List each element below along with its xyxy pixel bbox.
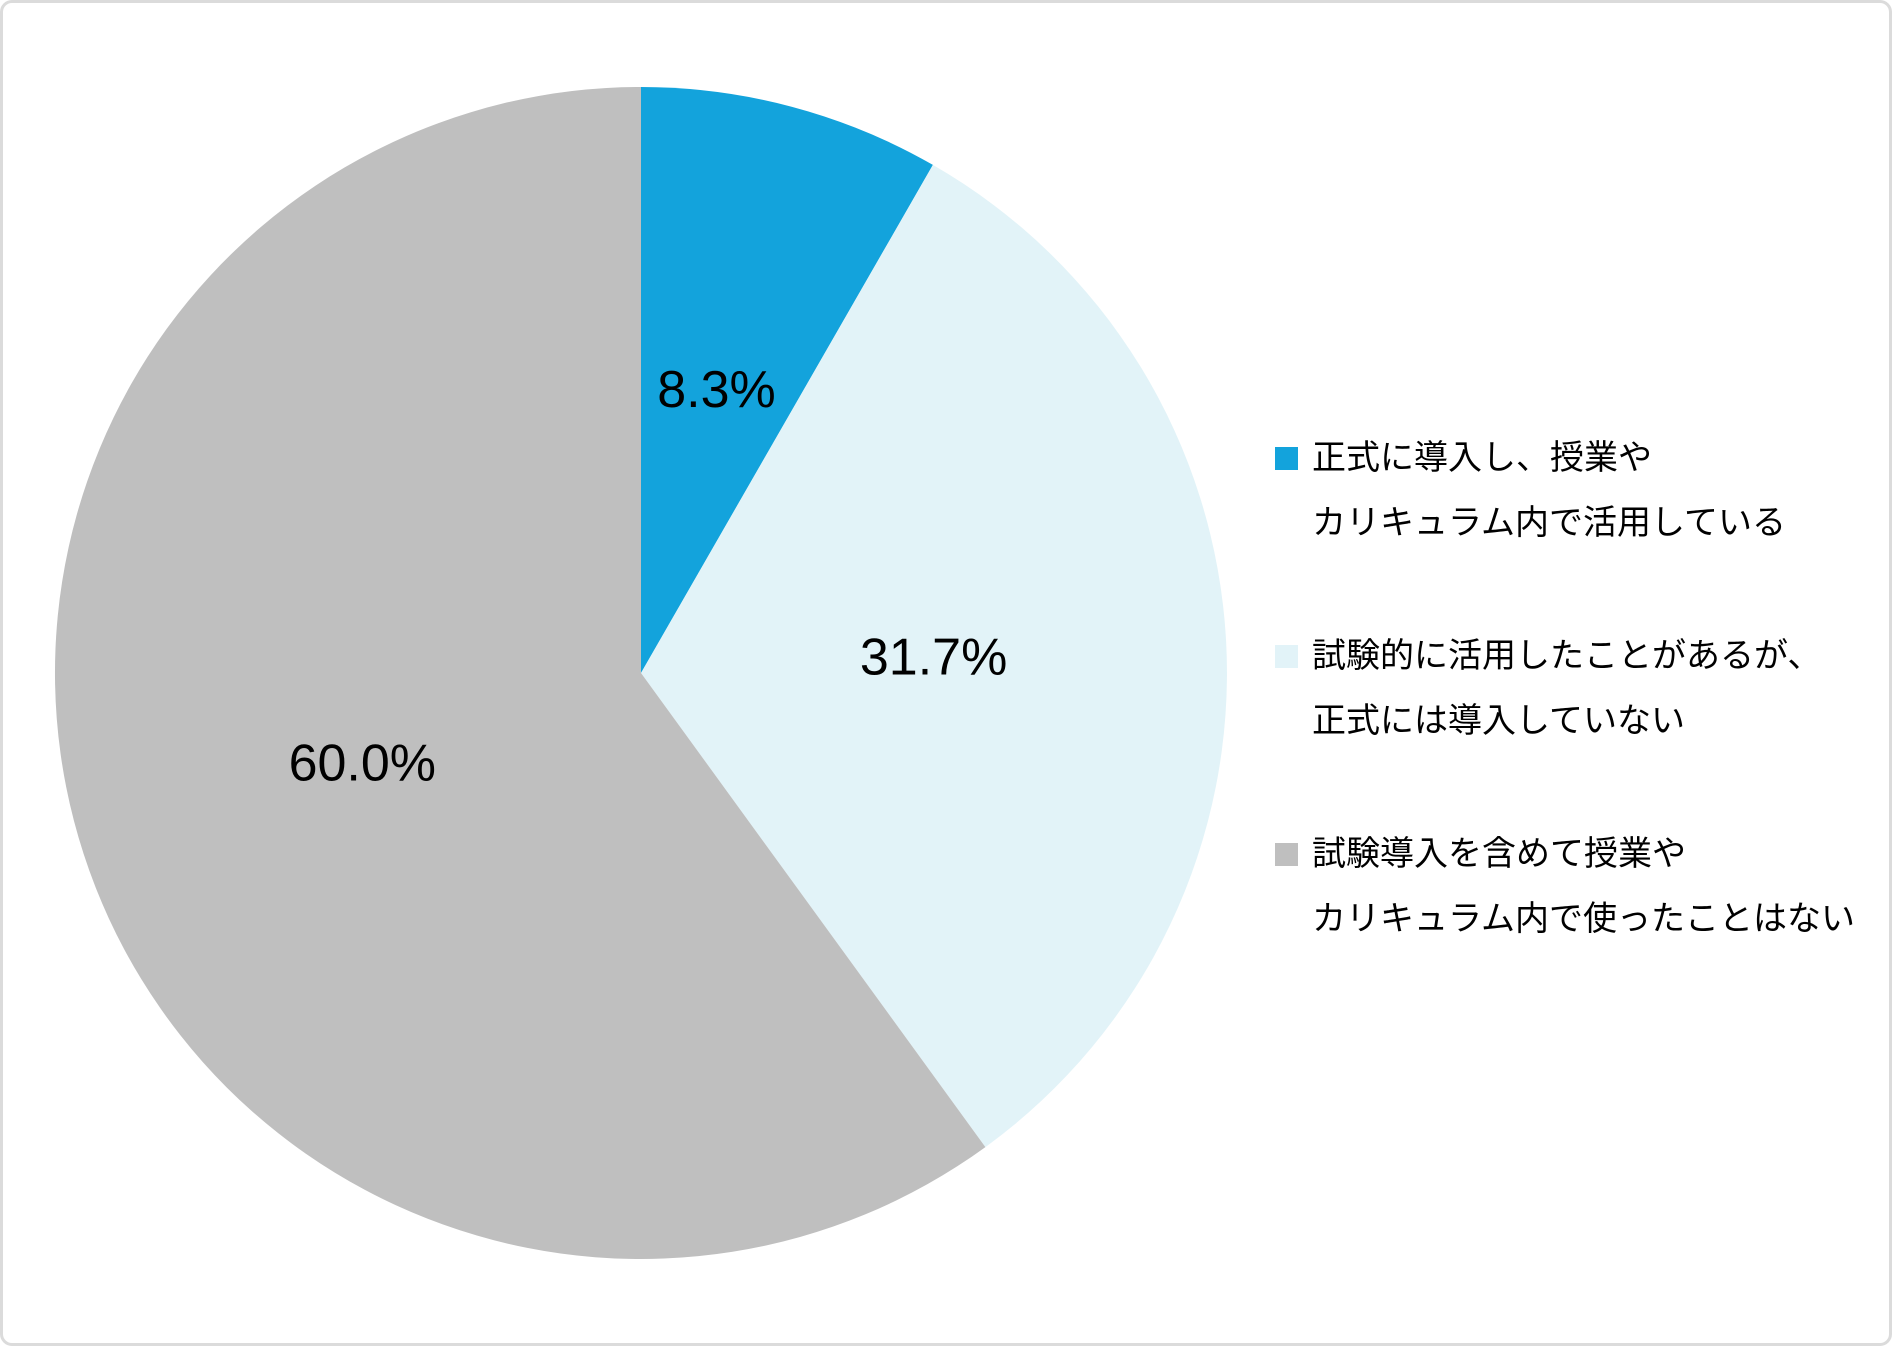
legend-label-line: 試験導入を含めて授業や bbox=[1312, 835, 1686, 873]
legend-item-2: 試験的に活用したことがあるが、 正式には導入していない bbox=[1275, 624, 1855, 754]
legend-label-line: 正式には導入していない bbox=[1312, 702, 1685, 740]
legend-label-line: 試験的に活用したことがあるが、 bbox=[1312, 637, 1822, 675]
legend-label-trial-use: 試験的に活用したことがあるが、 正式には導入していない bbox=[1312, 624, 1821, 754]
data-label-2: 31.7% bbox=[860, 628, 1007, 686]
legend-label-formally-adopted: 正式に導入し、授業や カリキュラム内で活用している bbox=[1312, 426, 1786, 556]
legend-swatch-trial-use bbox=[1275, 645, 1298, 668]
legend-label-line: カリキュラム内で使ったことはない bbox=[1312, 900, 1855, 938]
data-label-1: 8.3% bbox=[657, 361, 776, 419]
legend-swatch-never-used bbox=[1275, 843, 1298, 866]
legend: 正式に導入し、授業や カリキュラム内で活用している 試験的に活用したことがあるが… bbox=[1275, 426, 1855, 952]
legend-item-1: 正式に導入し、授業や カリキュラム内で活用している bbox=[1275, 426, 1855, 556]
pie-slice-1 bbox=[641, 87, 933, 673]
legend-label-line: 正式に導入し、授業や bbox=[1312, 439, 1652, 477]
legend-swatch-formally-adopted bbox=[1275, 447, 1298, 470]
pie-slice-2 bbox=[641, 164, 1227, 1148]
pie-slice-3 bbox=[54, 86, 986, 1259]
data-label-3: 60.0% bbox=[289, 735, 436, 793]
legend-item-3: 試験導入を含めて授業や カリキュラム内で使ったことはない bbox=[1275, 822, 1855, 952]
legend-label-line: カリキュラム内で活用している bbox=[1312, 504, 1786, 542]
pie-chart: 8.3% 31.7% 60.0% bbox=[54, 86, 1227, 1259]
legend-label-never-used: 試験導入を含めて授業や カリキュラム内で使ったことはない bbox=[1312, 822, 1855, 952]
